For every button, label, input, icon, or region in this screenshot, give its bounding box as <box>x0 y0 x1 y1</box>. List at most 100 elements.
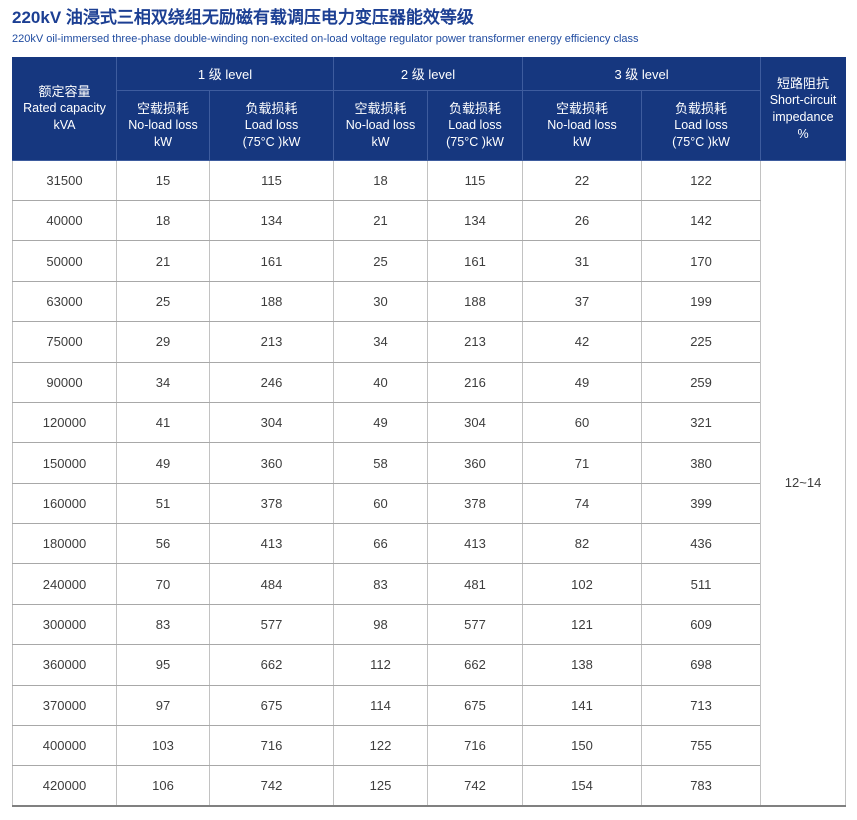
loss-value-cell: 25 <box>333 240 429 282</box>
loss-value-cell: 213 <box>427 321 524 363</box>
loss-value-cell: 122 <box>641 159 762 201</box>
noload-header-zh: 空载损耗 <box>556 100 609 116</box>
load-header-zh: 负载损耗 <box>245 100 298 116</box>
table-row: 90000 34 246 40 216 49 259 <box>12 361 846 403</box>
capacity-cell: 360000 <box>12 644 117 686</box>
col-header-noload-level2: 空载损耗 No-load loss kW <box>333 89 429 161</box>
loss-value-cell: 49 <box>116 442 210 484</box>
loss-value-cell: 161 <box>208 240 335 282</box>
table-row: 150000 49 360 58 360 71 380 <box>12 442 846 484</box>
table-header: 额定容量 Rated capacity kVA 1 级 level 2 级 le… <box>12 56 847 161</box>
loss-value-cell: 716 <box>208 725 335 767</box>
loss-value-cell: 66 <box>333 523 429 565</box>
loss-value-cell: 26 <box>522 199 643 242</box>
loss-value-cell: 70 <box>116 563 210 605</box>
loss-value-cell: 436 <box>641 523 762 565</box>
loss-value-cell: 713 <box>641 684 762 727</box>
loss-value-cell: 755 <box>641 725 762 767</box>
noload-header-unit: kW <box>573 134 592 149</box>
loss-value-cell: 360 <box>427 442 524 484</box>
loss-value-cell: 25 <box>116 280 210 323</box>
loss-value-cell: 21 <box>333 199 429 242</box>
loss-value-cell: 662 <box>208 644 335 686</box>
loss-value-cell: 304 <box>427 401 524 444</box>
capacity-cell: 300000 <box>12 603 117 646</box>
capacity-cell: 150000 <box>12 442 117 484</box>
col-header-level-2: 2 级 level <box>333 56 524 91</box>
loss-value-cell: 41 <box>116 401 210 444</box>
loss-value-cell: 134 <box>427 199 524 242</box>
loss-value-cell: 742 <box>427 765 524 808</box>
capacity-cell: 420000 <box>12 765 117 808</box>
capacity-cell: 50000 <box>12 240 117 282</box>
table-row: 420000 106 742 125 742 154 783 <box>12 765 846 808</box>
loss-value-cell: 413 <box>427 523 524 565</box>
loss-value-cell: 360 <box>208 442 335 484</box>
loss-value-cell: 42 <box>522 321 643 363</box>
col-header-impedance: 短路阻抗 Short-circuit impedance % <box>760 56 847 161</box>
capacity-cell: 40000 <box>12 199 117 242</box>
table-row: 240000 70 484 83 481 102 511 <box>12 563 846 605</box>
capacity-header-unit: kVA <box>53 118 76 133</box>
noload-header-en: No-load loss <box>345 117 416 132</box>
capacity-cell: 240000 <box>12 563 117 605</box>
loss-value-cell: 95 <box>116 644 210 686</box>
header-loss-row: 空载损耗 No-load loss kW 负载损耗 Load loss (75°… <box>13 89 846 161</box>
loss-value-cell: 30 <box>333 280 429 323</box>
loss-value-cell: 18 <box>116 199 210 242</box>
loss-value-cell: 716 <box>427 725 524 767</box>
loss-value-cell: 37 <box>522 280 643 323</box>
loss-value-cell: 304 <box>208 401 335 444</box>
loss-value-cell: 125 <box>333 765 429 808</box>
col-header-noload-level3: 空载损耗 No-load loss kW <box>522 89 643 161</box>
capacity-header-en: Rated capacity <box>23 101 106 116</box>
loss-value-cell: 484 <box>208 563 335 605</box>
loss-value-cell: 213 <box>208 321 335 363</box>
loss-value-cell: 170 <box>641 240 762 282</box>
loss-value-cell: 246 <box>208 361 335 403</box>
capacity-cell: 90000 <box>12 361 117 403</box>
loss-value-cell: 34 <box>116 361 210 403</box>
loss-value-cell: 114 <box>333 684 429 727</box>
table-body: 31500 15 115 18 115 22 122 12~14 40000 18 134 21 134… <box>12 159 847 808</box>
loss-value-cell: 97 <box>116 684 210 727</box>
load-header-en: Load loss <box>244 117 299 132</box>
loss-value-cell: 102 <box>522 563 643 605</box>
capacity-header-zh: 额定容量 <box>38 84 91 100</box>
loss-value-cell: 121 <box>522 603 643 646</box>
loss-value-cell: 22 <box>522 159 643 201</box>
loss-value-cell: 115 <box>427 159 524 201</box>
loss-value-cell: 29 <box>116 321 210 363</box>
loss-value-cell: 675 <box>208 684 335 727</box>
table-row: 300000 83 577 98 577 121 609 <box>12 603 846 646</box>
capacity-cell: 370000 <box>12 684 117 727</box>
noload-header-unit: kW <box>153 134 173 149</box>
page-subtitle: 220kV oil-immersed three-phase double-wi… <box>12 33 639 46</box>
table-row: 31500 15 115 18 115 22 122 12~14 <box>12 159 847 808</box>
col-header-load-level1: 负载损耗 Load loss (75°C )kW <box>208 89 335 161</box>
loss-value-cell: 74 <box>522 482 643 525</box>
loss-value-cell: 378 <box>208 482 335 525</box>
loss-value-cell: 609 <box>641 603 762 646</box>
loss-value-cell: 188 <box>427 280 524 323</box>
loss-value-cell: 675 <box>427 684 524 727</box>
loss-value-cell: 138 <box>522 644 643 686</box>
load-header-unit: (75°C )kW <box>242 134 301 149</box>
loss-value-cell: 577 <box>208 603 335 646</box>
noload-header-en: No-load loss <box>547 117 617 132</box>
col-header-capacity: 额定容量 Rated capacity kVA <box>12 56 117 161</box>
loss-value-cell: 259 <box>641 361 762 403</box>
capacity-cell: 31500 <box>12 159 117 201</box>
loss-value-cell: 58 <box>333 442 429 484</box>
loss-value-cell: 413 <box>208 523 335 565</box>
loss-value-cell: 399 <box>641 482 762 525</box>
loss-value-cell: 82 <box>522 523 643 565</box>
loss-value-cell: 34 <box>333 321 429 363</box>
load-header-zh: 负载损耗 <box>675 100 728 116</box>
load-header-unit: (75°C )kW <box>672 134 730 149</box>
loss-value-cell: 154 <box>522 765 643 808</box>
loss-value-cell: 321 <box>641 401 762 444</box>
loss-value-cell: 103 <box>116 725 210 767</box>
impedance-header-en2: impedance <box>772 109 834 124</box>
